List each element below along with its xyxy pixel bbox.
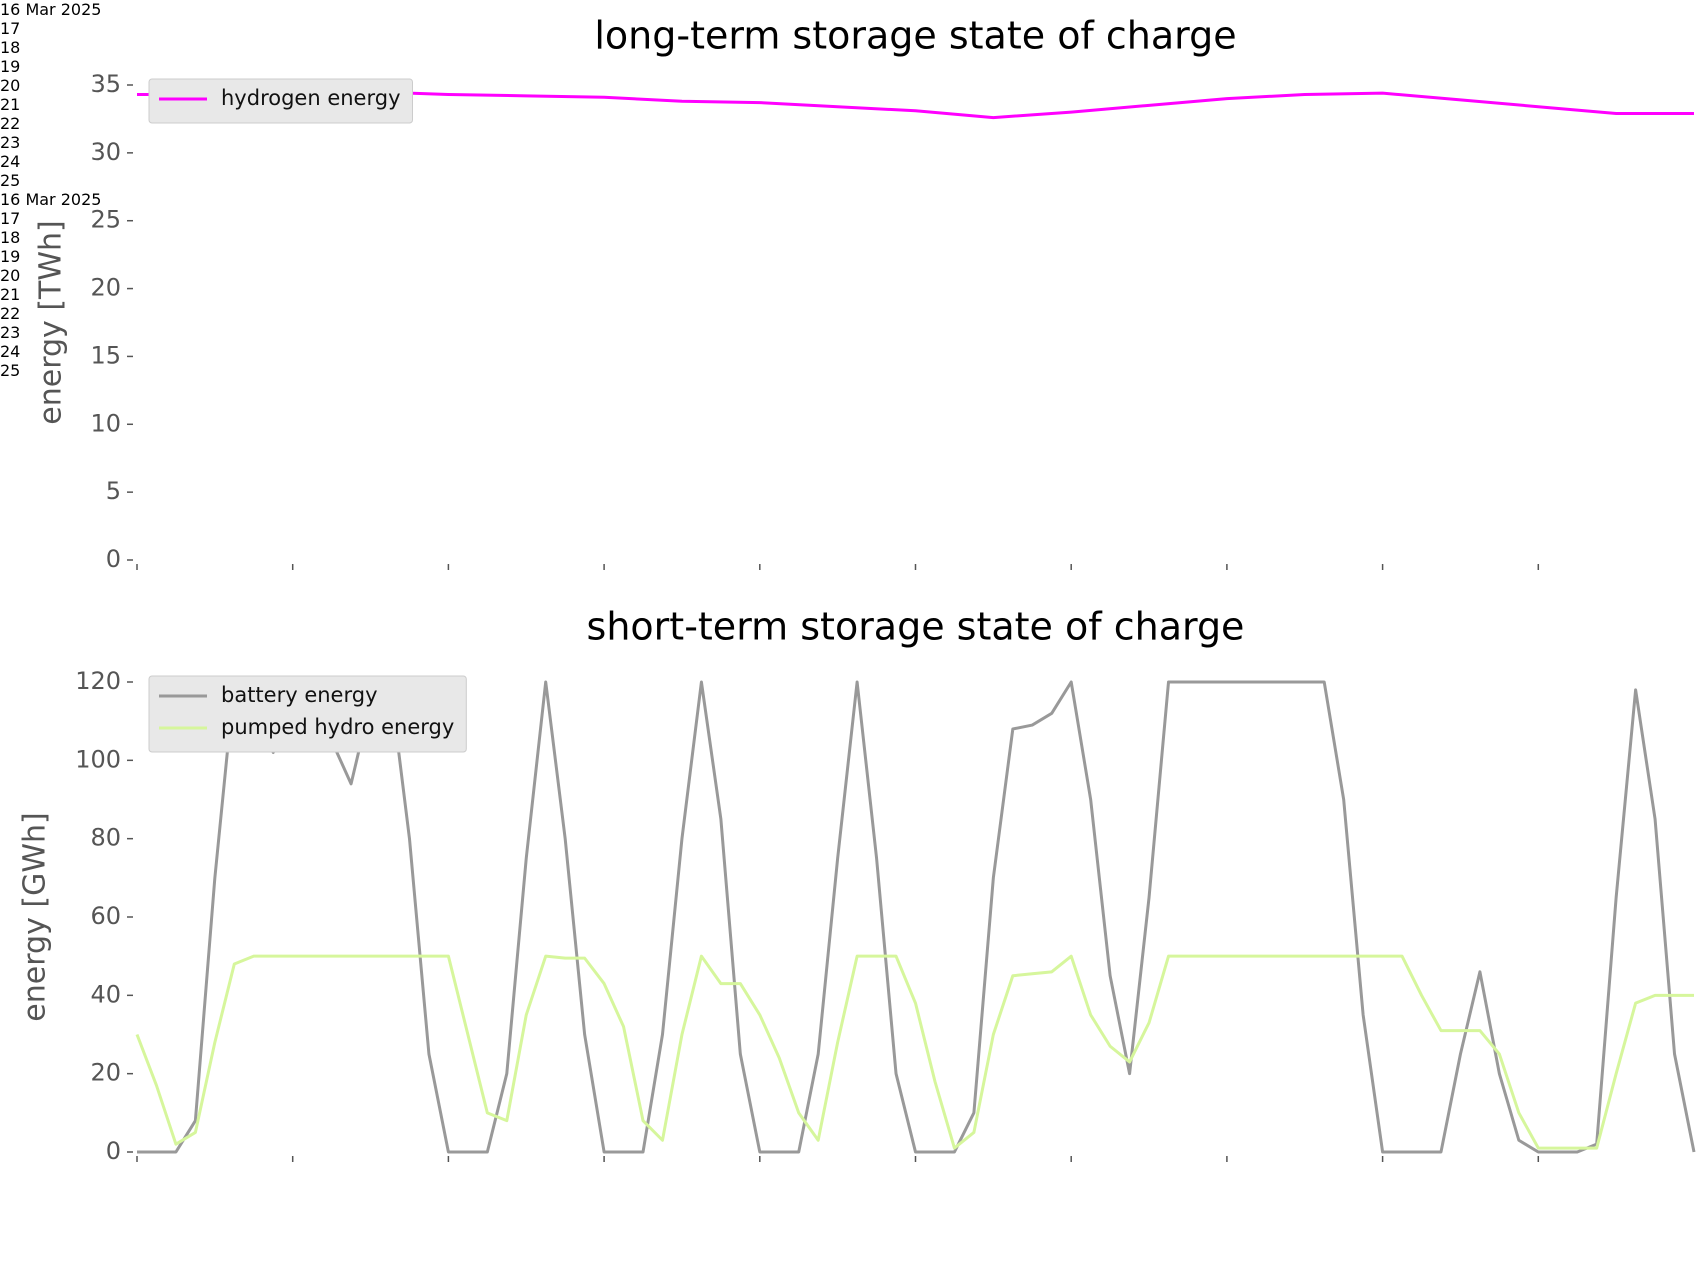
chart-title: short-term storage state of charge [587,605,1245,649]
y-tick-label: 10 [90,409,121,437]
y-tick-label: 80 [90,824,121,852]
x-tick-label: 21 [0,285,21,304]
y-tick-label: 20 [90,1059,121,1087]
chart-title: long-term storage state of charge [594,14,1236,58]
x-tick-label: 16 Mar 2025 [0,0,102,19]
y-tick-label: 5 [106,477,121,505]
x-tick-label: 22 [0,114,21,133]
y-tick-label: 15 [90,341,121,369]
x-tick-label: 20 [0,266,21,285]
y-axis-label: energy [TWh] [34,220,69,424]
y-tick-label: 35 [90,70,121,98]
x-tick-label: 21 [0,95,21,114]
x-tick-label: 20 [0,76,21,95]
legend-label: hydrogen energy [221,86,401,110]
y-tick-label: 30 [90,138,121,166]
y-tick-label: 60 [90,902,121,930]
x-tick-label: 25 [0,171,21,190]
legend-label: battery energy [221,683,378,707]
x-tick-label: 16 Mar 2025 [0,190,102,209]
legend-box [148,78,413,124]
y-tick-label: 40 [90,980,121,1008]
x-tick-label: 17 [0,19,21,38]
legend-label: pumped hydro energy [221,715,454,739]
y-tick-label: 0 [106,545,121,573]
legend-box [148,675,467,753]
x-tick-label: 17 [0,209,21,228]
y-axis-label: energy [GWh] [18,812,53,1021]
y-tick-label: 100 [75,745,121,773]
x-tick-label: 22 [0,304,21,323]
x-tick-label: 24 [0,342,21,361]
y-tick-label: 120 [75,667,121,695]
x-tick-label: 25 [0,361,21,380]
x-tick-label: 23 [0,323,21,342]
y-tick-label: 25 [90,206,121,234]
x-tick-label: 23 [0,133,21,152]
x-tick-label: 18 [0,228,21,247]
x-tick-label: 19 [0,57,21,76]
x-tick-label: 19 [0,247,21,266]
series-line [135,954,1694,1150]
y-tick-label: 0 [106,1137,121,1165]
x-tick-label: 18 [0,38,21,57]
x-tick-label: 24 [0,152,21,171]
y-tick-label: 20 [90,274,121,302]
